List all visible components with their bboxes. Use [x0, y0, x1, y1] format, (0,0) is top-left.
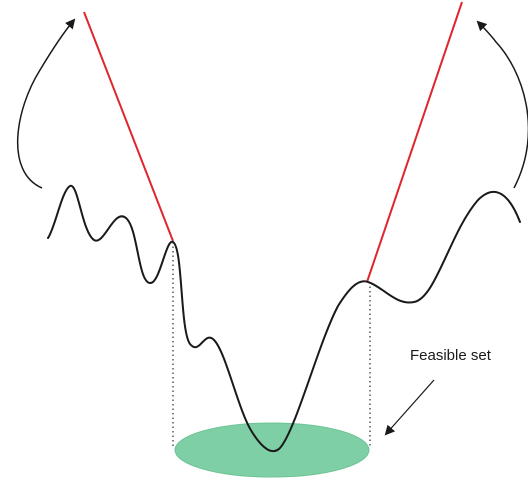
- objective-curve: [47, 184, 521, 453]
- right-penalty-line: [366, 1, 463, 283]
- feasible-set-label: Feasible set: [410, 347, 491, 364]
- feasible-set-ellipse: [174, 422, 370, 478]
- left-penalty-line: [83, 11, 174, 242]
- left-curved-arrow: [16, 18, 76, 189]
- feasible-set-pointer-arrow: [384, 379, 435, 436]
- right-curved-arrow: [476, 20, 528, 189]
